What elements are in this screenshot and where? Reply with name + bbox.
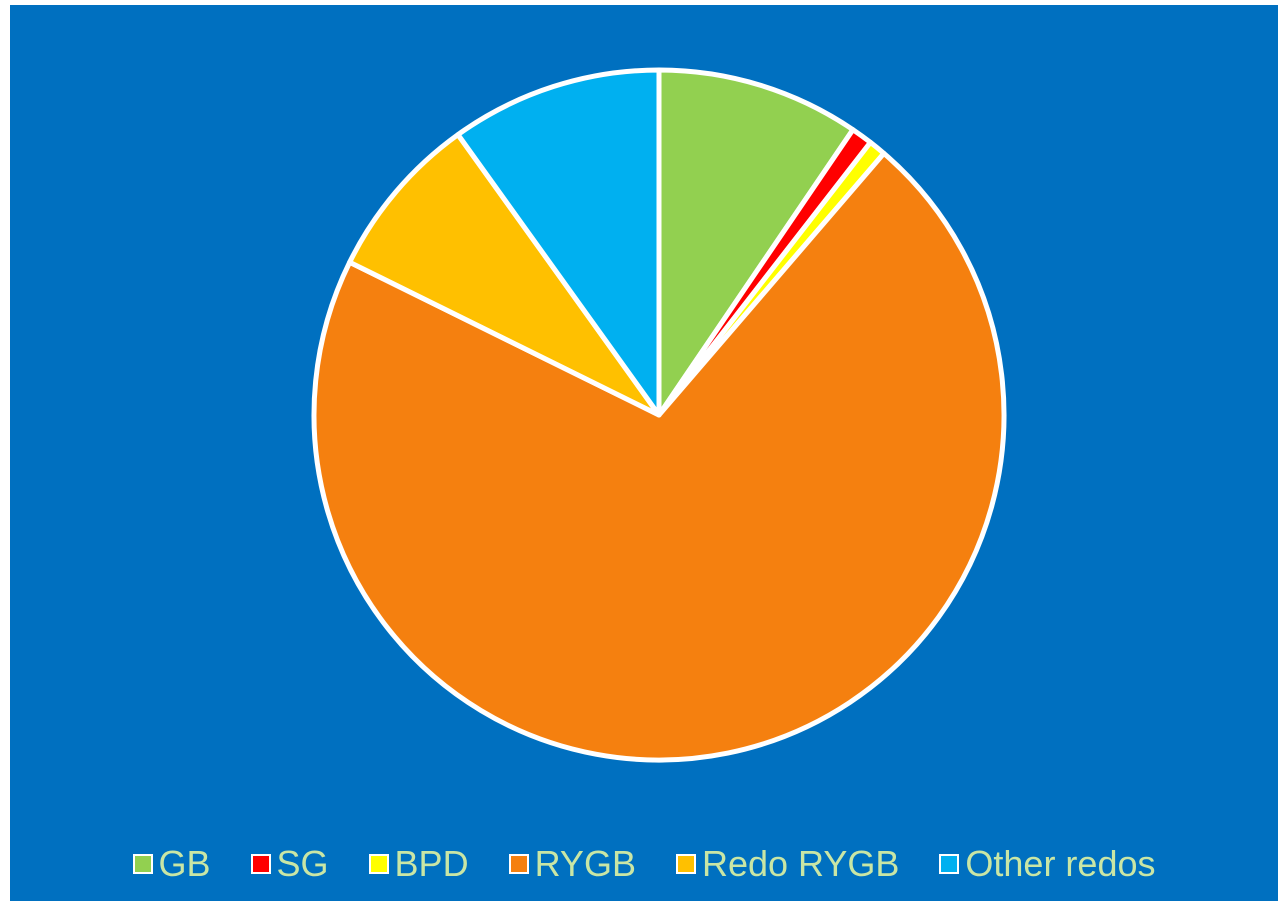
legend-item-gb: GB <box>132 843 211 885</box>
legend-label-gb: GB <box>158 843 211 884</box>
pie-chart <box>311 67 1007 763</box>
legend-swatch-gb <box>132 854 153 874</box>
legend-label-sg: SG <box>276 843 329 884</box>
legend-label-rygb: RYGB <box>534 843 636 884</box>
legend-label-redo-rygb: Redo RYGB <box>701 843 900 884</box>
pie-slice-gb <box>656 67 856 418</box>
legend-swatch-bpd <box>368 854 389 874</box>
legend-swatch-redo-rygb <box>675 854 696 874</box>
legend: GB SG BPD RYGB Redo RYGB Other redos <box>10 839 1278 889</box>
chart-area: GB SG BPD RYGB Redo RYGB Other redos <box>10 5 1278 901</box>
legend-item-sg: SG <box>250 843 329 885</box>
legend-item-other-redos: Other redos <box>939 843 1155 885</box>
pie-slice-other-redos <box>455 67 662 418</box>
legend-label-bpd: BPD <box>394 843 469 884</box>
legend-item-redo-rygb: Redo RYGB <box>675 843 900 885</box>
legend-item-rygb: RYGB <box>508 843 636 885</box>
pie-slice-rygb <box>311 150 1007 763</box>
legend-swatch-sg <box>250 854 271 874</box>
legend-swatch-rygb <box>508 854 529 874</box>
legend-label-other-redos: Other redos <box>965 843 1156 884</box>
legend-swatch-other-redos <box>939 854 960 874</box>
pie-slice-redo-rygb <box>347 132 662 418</box>
legend-item-bpd: BPD <box>368 843 469 885</box>
